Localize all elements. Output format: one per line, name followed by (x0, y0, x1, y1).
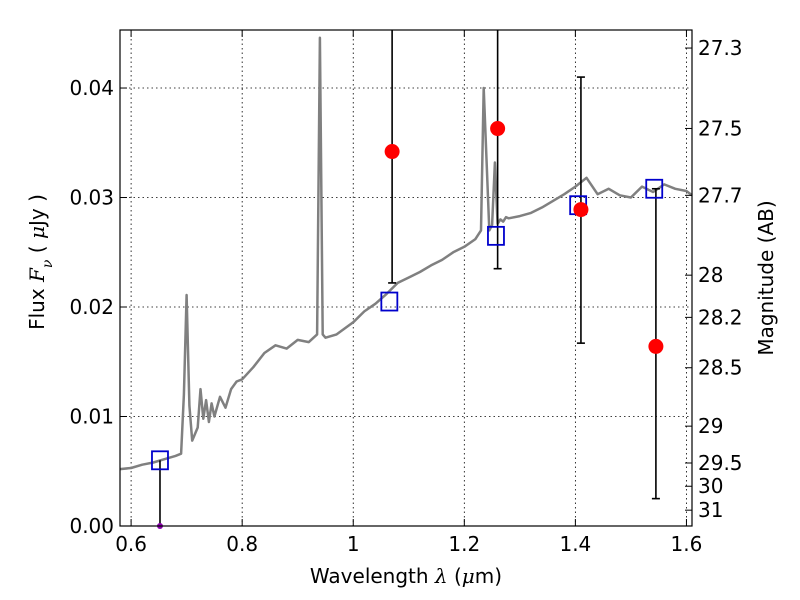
axis-ticks: 0.6 0.8 1 1.2 1.4 1.6 0.00 0.01 0.02 0.03 0.04 27.3… (69, 30, 743, 556)
y-tick-label: 0.01 (69, 405, 114, 429)
y2-axis-label: Magnitude (AB) (754, 200, 778, 355)
mag-tick-label: 27.3 (698, 36, 743, 60)
observed-flux-point (648, 338, 664, 354)
plot-area (119, 30, 693, 529)
mag-tick-label: 28.2 (698, 305, 743, 329)
x-axis-label-unit-open: ( (448, 564, 462, 588)
x-tick-label: 1.4 (559, 532, 591, 556)
x-tick-label: 0.6 (115, 532, 147, 556)
mag-tick-label: 29.5 (698, 451, 743, 475)
mag-tick-label: 28.5 (698, 356, 743, 380)
y-tick-label: 0.04 (69, 76, 114, 100)
x-axis-label-unit-close: m) (475, 564, 502, 588)
y-axis-label: Flux Fν ( μJy ) (25, 194, 56, 330)
y-tick-label: 0.03 (69, 186, 114, 210)
synthetic-photometry-square (487, 225, 505, 246)
mag-tick-label: 31 (698, 498, 723, 522)
x-axis-label: Wavelength λ (μm) (310, 564, 502, 588)
mag-tick-label: 29 (698, 414, 723, 438)
mag-tick-label: 30 (698, 474, 723, 498)
x-axis-label-symbol: λ (434, 564, 448, 588)
y-axis-label-subscript: ν (40, 259, 56, 268)
y-axis-label-symbol: F (25, 267, 49, 283)
plot-frame (119, 29, 693, 527)
y-axis-label-mu: μ (25, 226, 49, 239)
observed-flux-point (490, 121, 506, 137)
mag-tick-label: 27.5 (698, 116, 743, 140)
x-tick-label: 1.6 (671, 532, 703, 556)
mag-tick-label: 27.7 (698, 183, 743, 207)
synthetic-photometry-square (380, 291, 399, 312)
synthetic-photometry-square (645, 178, 664, 199)
y-tick-label: 0.02 (69, 295, 114, 319)
x-axis-label-mu: μ (462, 564, 475, 588)
x-tick-label: 1 (347, 532, 360, 556)
synthetic-photometry-square (151, 450, 169, 471)
x-axis-label-text: Wavelength (310, 564, 435, 588)
x-tick-label: 1.2 (448, 532, 480, 556)
model-spectrum-line (119, 36, 693, 471)
observed-flux-point (384, 144, 400, 160)
y-axis-label-unit-close: Jy ) (25, 194, 49, 228)
mag-tick-label: 28 (698, 263, 723, 287)
y-tick-label: 0.00 (69, 514, 114, 538)
observed-flux-point (573, 202, 589, 218)
y-axis-label-unit-open: ( (25, 239, 49, 260)
y-axis-label-text: Flux (25, 282, 49, 330)
x-tick-label: 0.8 (226, 532, 258, 556)
